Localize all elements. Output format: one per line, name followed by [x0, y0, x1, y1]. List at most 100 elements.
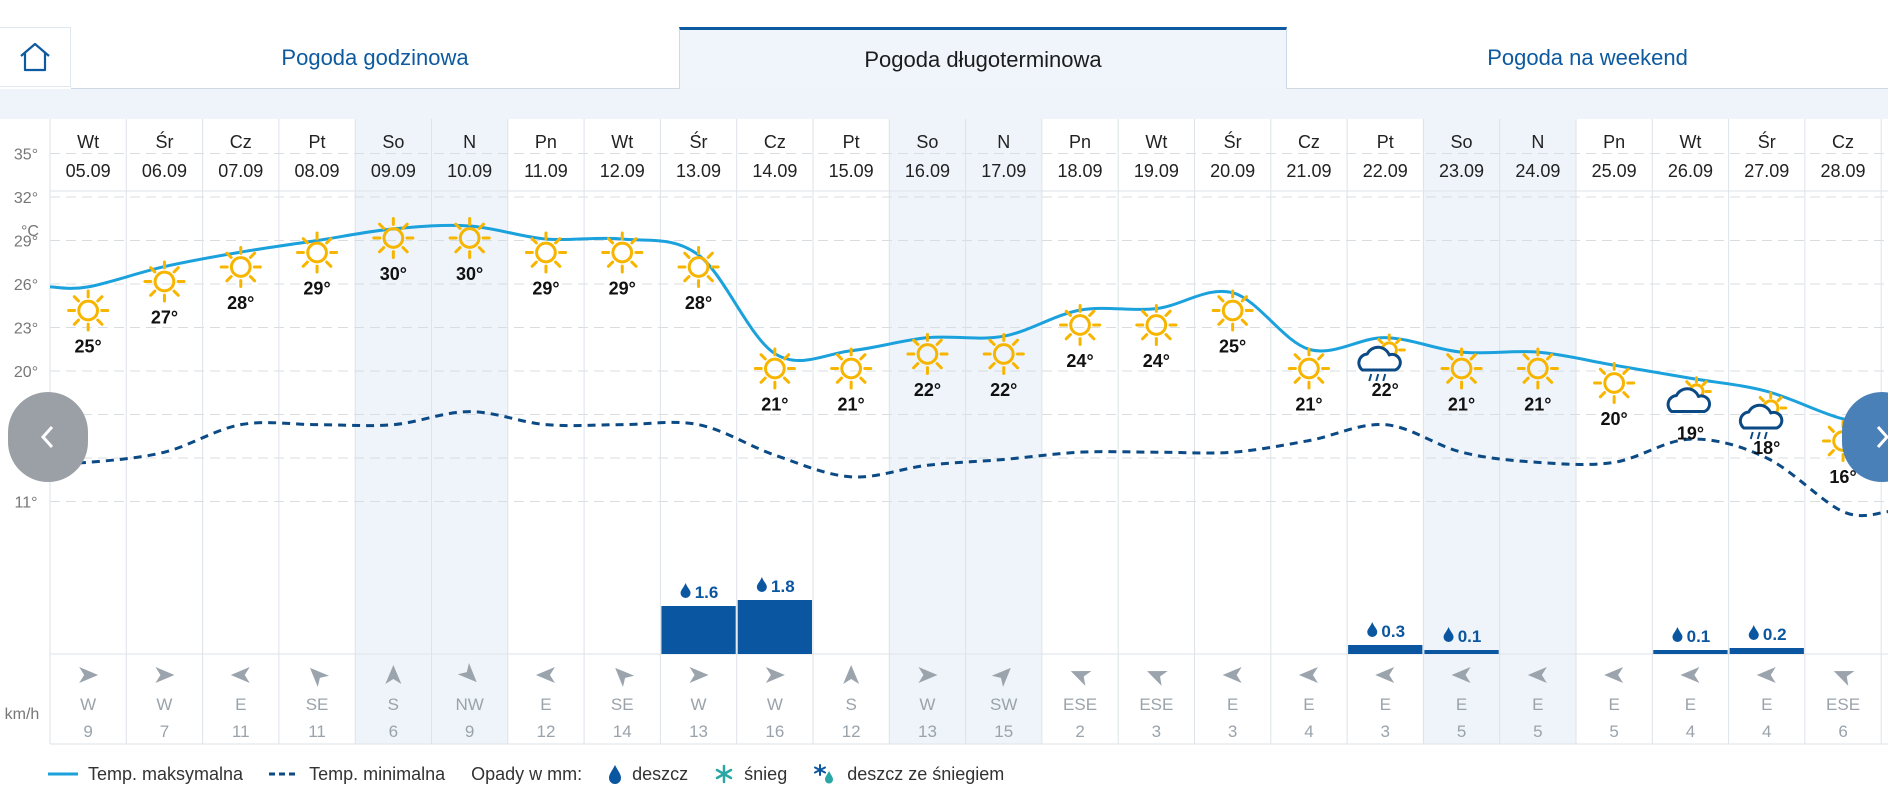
temp-label: 25° — [75, 337, 102, 357]
sun-ray — [530, 237, 538, 245]
wind-speed: 4 — [1762, 722, 1771, 741]
sun-ray — [1317, 353, 1325, 361]
sun-ray — [1469, 353, 1477, 361]
next-button[interactable] — [1842, 392, 1888, 482]
tab-content-band — [0, 89, 1888, 119]
wind-speed: 15 — [994, 722, 1013, 741]
tab-hourly[interactable]: Pogoda godzinowa — [71, 27, 679, 89]
home-button[interactable] — [0, 27, 71, 87]
day-name: Wt — [77, 132, 99, 152]
weekend-column — [889, 119, 966, 744]
rain-streak — [1763, 431, 1768, 440]
wind-arrow-icon — [843, 665, 860, 684]
precip-label: 0.1 — [1687, 627, 1711, 646]
chevron-left-icon — [40, 425, 54, 449]
sun-icon — [906, 332, 949, 376]
wind-speed: 6 — [389, 722, 398, 741]
day-name: Śr — [690, 131, 708, 152]
raindrop-icon — [1367, 622, 1378, 637]
wind-direction: E — [1303, 695, 1314, 714]
y-tick-label: 32° — [14, 190, 38, 207]
sun-icon — [296, 231, 339, 274]
day-name: Wt — [1145, 132, 1167, 152]
day-date: 21.09 — [1286, 161, 1331, 181]
sun-icon — [830, 347, 873, 390]
wind-arrow-icon — [79, 667, 99, 683]
day-date: 27.09 — [1744, 161, 1789, 181]
wind-arrow-icon — [457, 662, 477, 683]
snowflake-icon — [715, 764, 733, 784]
day-date: 17.09 — [981, 161, 1026, 181]
sun-icon — [219, 245, 262, 289]
temp-label: 18° — [1753, 438, 1780, 458]
raindrop-icon — [680, 583, 691, 598]
sun-ray — [1446, 353, 1454, 361]
day-name: N — [1531, 132, 1544, 152]
wind-speed: 6 — [1838, 722, 1847, 741]
sun-ray — [248, 275, 257, 283]
day-name: So — [382, 132, 404, 152]
sun-icon — [1135, 303, 1178, 347]
wind-direction: SW — [990, 695, 1017, 714]
sun-icon — [992, 343, 1015, 365]
tab-long-term[interactable]: Pogoda długoterminowa — [679, 27, 1287, 89]
day-name: Pt — [309, 132, 326, 152]
chevron-right-icon — [1876, 425, 1888, 449]
sun-icon — [764, 357, 786, 380]
wind-arrow-icon — [1604, 667, 1624, 683]
wind-arrow-icon — [535, 667, 555, 683]
sun-ray — [1088, 309, 1096, 317]
temp-label: 30° — [380, 264, 407, 284]
sun-icon — [982, 332, 1025, 376]
raindrop-icon — [1367, 622, 1378, 637]
sun-ray — [630, 260, 638, 268]
sun-icon — [1145, 314, 1168, 336]
sun-ray — [149, 289, 157, 297]
sun-ray — [96, 318, 104, 326]
day-name: Śr — [155, 131, 173, 152]
sun-ray — [782, 353, 791, 361]
sun-ray — [1217, 318, 1225, 326]
sun-icon — [77, 299, 100, 322]
sun-icon — [601, 231, 644, 274]
precip-label: 0.3 — [1381, 622, 1405, 641]
raindrop-icon — [756, 577, 767, 592]
wind-arrow-icon — [155, 667, 175, 683]
day-date: 22.09 — [1363, 161, 1408, 181]
cloud-icon — [1666, 387, 1712, 413]
sun-icon — [372, 216, 415, 260]
weekend-column — [1499, 119, 1576, 744]
chart-legend: Temp. maksymalna Temp. minimalna Opady w… — [48, 762, 1030, 786]
sun-ray — [835, 353, 844, 361]
sun-ray — [912, 338, 920, 346]
sun-rain-icon — [1357, 333, 1406, 382]
sun-ray — [683, 251, 691, 259]
day-date: 18.09 — [1058, 161, 1103, 181]
cloud-icon — [1357, 345, 1402, 372]
temp-label: 21° — [1524, 395, 1551, 415]
sun-ray — [988, 338, 996, 346]
sun-ray — [554, 237, 562, 245]
wind-direction: W — [919, 695, 935, 714]
temp-label: 22° — [1372, 380, 1399, 400]
sun-icon — [677, 245, 720, 289]
sun-icon — [524, 231, 567, 274]
wind-speed: 3 — [1152, 722, 1161, 741]
day-date: 24.09 — [1515, 161, 1560, 181]
wind-arrow-icon — [230, 667, 250, 683]
wind-speed: 14 — [613, 722, 632, 741]
tab-weekend[interactable]: Pogoda na weekend — [1287, 27, 1888, 89]
sun-ray — [988, 362, 996, 370]
sun-ray — [1522, 376, 1530, 384]
day-name: Śr — [1758, 131, 1776, 152]
temp-label: 22° — [990, 380, 1017, 400]
weekend-column — [965, 119, 1042, 744]
sun-ray — [1776, 395, 1783, 403]
legend-rain-label: deszcz — [632, 763, 689, 784]
sun-ray — [606, 260, 615, 268]
legend-snow: śnieg — [714, 764, 787, 785]
day-date: 11.09 — [524, 161, 568, 181]
sun-ray — [1701, 380, 1708, 387]
prev-button[interactable] — [8, 392, 88, 482]
rain-streak — [1375, 373, 1380, 382]
